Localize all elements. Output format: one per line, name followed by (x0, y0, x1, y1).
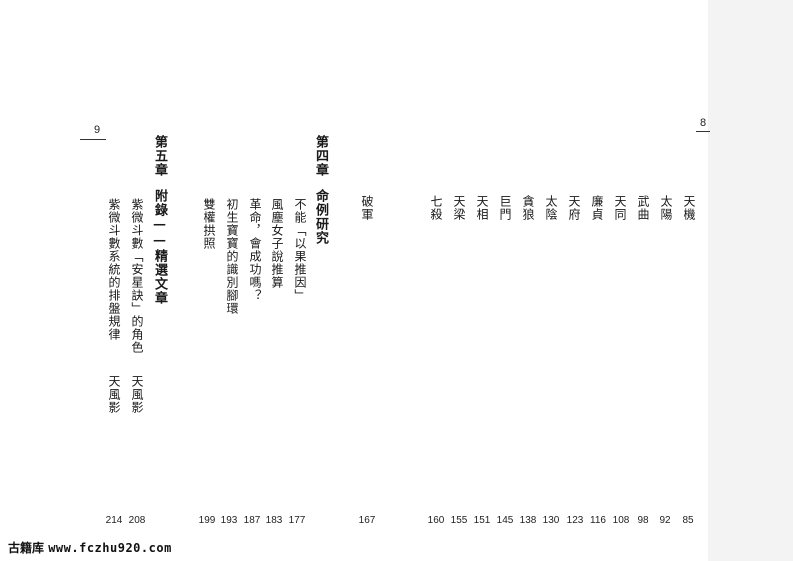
toc-page-number: 214 (105, 515, 123, 526)
toc-page-number: 177 (288, 515, 306, 526)
watermark-domain: www.fczhu920.com (48, 541, 172, 555)
toc-item-title: 不能「以果推因」 (293, 198, 307, 302)
toc-page-number: 85 (682, 515, 694, 526)
toc-item-title: 紫微斗數系統的排盤規律 (107, 198, 121, 341)
appendix-heading: 附錄——精選文章 (152, 189, 167, 305)
left-page-number: 9 (94, 124, 101, 136)
toc-page-number: 145 (496, 515, 514, 526)
toc-page-number: 92 (659, 515, 671, 526)
toc-item-title: 天機 (682, 195, 696, 221)
toc-page-number: 138 (519, 515, 537, 526)
toc-page-number: 199 (198, 515, 216, 526)
left-page-number-rule (80, 139, 106, 140)
toc-item-title: 紫微斗數「安星訣」的角色 (130, 198, 144, 354)
toc-page-number: 130 (542, 515, 560, 526)
toc-item-title: 武曲 (636, 195, 650, 221)
toc-item-title: 雙權拱照 (202, 198, 216, 250)
toc-item-title: 貪狼 (521, 195, 535, 221)
toc-item-title: 太陰 (544, 195, 558, 221)
toc-item-title: 初生寶寶的識別腳環 (225, 198, 239, 315)
right-page-number: 8 (700, 117, 707, 129)
toc-page-number: 160 (427, 515, 445, 526)
toc-item-title: 天相 (475, 195, 489, 221)
right-page-number-rule (696, 131, 710, 132)
toc-item-title: 天府 (567, 195, 581, 221)
toc-page-number: 98 (637, 515, 649, 526)
page-edge (708, 0, 793, 561)
toc-page-number: 108 (612, 515, 630, 526)
toc-item-title: 廉貞 (590, 195, 604, 221)
toc-item-title: 天梁 (452, 195, 466, 221)
watermark-site-name: 古籍库 (8, 541, 45, 555)
chapter4-title: 第四章 (313, 135, 328, 177)
toc-item-title: 巨門 (498, 195, 512, 221)
toc-item-title: 革命，會成功嗎？ (248, 198, 262, 302)
toc-page-number: 193 (220, 515, 238, 526)
chapter4-heading: 命例研究 (313, 189, 328, 245)
toc-page-number: 155 (450, 515, 468, 526)
toc-item-title: 風塵女子說推算 (270, 198, 284, 289)
toc-item-title: 破軍 (360, 195, 374, 221)
toc-item-author: 天風影 (107, 375, 121, 414)
toc-page-number: 116 (590, 515, 606, 526)
toc-item-title: 天同 (613, 195, 627, 221)
chapter5-title: 第五章 (152, 135, 167, 177)
toc-page-number: 151 (473, 515, 491, 526)
toc-page-number: 187 (243, 515, 261, 526)
toc-page-number: 208 (128, 515, 146, 526)
site-watermark: 古籍库 www.fczhu920.com (8, 539, 172, 556)
toc-item-title: 七殺 (429, 195, 443, 221)
toc-page-number: 123 (566, 515, 584, 526)
toc-item-title: 太陽 (659, 195, 673, 221)
toc-page-number: 167 (358, 515, 376, 526)
toc-item-author: 天風影 (130, 375, 144, 414)
toc-page-number: 183 (265, 515, 283, 526)
